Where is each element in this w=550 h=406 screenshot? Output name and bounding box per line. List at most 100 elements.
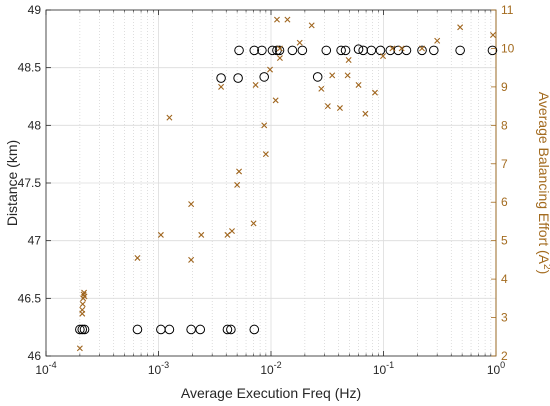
balancing-effort-point <box>329 72 336 79</box>
distance-point <box>366 45 377 56</box>
distance-point <box>249 324 260 335</box>
x-marker-stroke <box>336 105 343 112</box>
balancing-effort-point <box>134 254 141 261</box>
distance-point <box>164 324 175 335</box>
x-marker-stroke <box>276 55 283 62</box>
x-marker-stroke <box>308 22 315 29</box>
balancing-effort-point <box>296 39 303 46</box>
balancing-effort-point <box>79 306 86 313</box>
x-marker-stroke <box>79 301 86 308</box>
y-left-tick-label: 48 <box>28 118 42 132</box>
distance-point <box>267 45 278 56</box>
distance-point <box>257 45 267 56</box>
y-axis-left-title: Distance (km) <box>4 140 20 226</box>
axis-ticks <box>45 9 497 357</box>
x-tick-label: 10-3 <box>148 360 169 377</box>
balancing-effort-point <box>336 105 343 112</box>
x-marker-stroke <box>434 37 441 44</box>
balancing-effort-point <box>76 345 83 352</box>
x-marker-stroke <box>134 254 141 261</box>
distance-point <box>75 324 85 335</box>
balancing-effort-point <box>489 31 496 38</box>
distance-point <box>455 45 465 56</box>
x-marker-stroke <box>324 103 331 110</box>
x-marker-stroke <box>398 45 405 52</box>
balancing-effort-point <box>318 85 325 92</box>
x-marker-stroke <box>296 39 303 46</box>
x-marker-stroke <box>276 45 283 52</box>
balancing-effort-point <box>218 83 225 90</box>
y-axis-right-title-suffix: ) <box>536 270 550 275</box>
x-marker-stroke <box>380 53 386 60</box>
balancing-effort-point <box>188 256 195 263</box>
distance-point <box>233 73 243 83</box>
distance-point <box>353 44 364 55</box>
x-marker-stroke <box>457 24 464 31</box>
x-marker-stroke <box>355 81 362 88</box>
distance-point <box>274 45 285 56</box>
balancing-effort-point <box>380 53 386 60</box>
x-tick-label: 10-2 <box>260 360 281 377</box>
x-marker-stroke <box>371 89 378 96</box>
y-right-tick-label: 8 <box>501 118 508 132</box>
balancing-effort-point <box>234 181 241 188</box>
x-marker-stroke <box>166 114 173 121</box>
x-marker-stroke <box>261 122 268 129</box>
y-right-tick-label: 5 <box>501 234 508 248</box>
y-axis-right-title: Average Balancing Effort (A2) <box>536 92 550 275</box>
x-tick-label: 10-1 <box>373 360 394 377</box>
x-marker-stroke <box>188 201 195 208</box>
y-right-tick-label: 9 <box>501 80 508 94</box>
data-marks <box>75 16 498 352</box>
x-marker-stroke <box>188 256 195 263</box>
balancing-effort-point <box>457 24 464 31</box>
x-marker-stroke <box>419 45 426 52</box>
y-right-tick-label: 2 <box>501 349 508 363</box>
y-axis-right-title-main: Average Balancing Effort (A <box>536 92 550 265</box>
y-right-tick-label: 3 <box>501 311 508 325</box>
distance-point <box>132 324 143 335</box>
x-marker-stroke <box>329 72 336 79</box>
distance-point <box>340 45 351 56</box>
x-marker-stroke <box>81 293 88 300</box>
distance-point <box>321 45 332 56</box>
balancing-effort-point <box>198 231 205 238</box>
balancing-effort-point <box>273 16 280 23</box>
x-marker-stroke <box>228 228 235 235</box>
balancing-effort-point <box>355 81 362 88</box>
x-tick-label-base: 10 <box>35 363 49 377</box>
x-tick-label-base: 10 <box>373 363 387 377</box>
x-marker-stroke <box>252 81 259 88</box>
distance-point <box>417 45 427 56</box>
x-marker-stroke <box>80 291 87 298</box>
x-marker-stroke <box>236 168 243 175</box>
tick-labels: 10-4 10-3 10-2 10-1 1004646.54747.54848.5492… <box>18 3 515 377</box>
distance-point <box>429 45 439 56</box>
distance-point <box>287 45 298 56</box>
x-marker-stroke <box>272 97 279 104</box>
distance-point <box>401 45 412 56</box>
balancing-effort-point <box>276 45 283 52</box>
balancing-effort-point <box>434 37 441 44</box>
distance-point <box>79 324 90 335</box>
x-tick-label-exponent: -3 <box>161 360 169 370</box>
balancing-effort-point <box>398 45 405 52</box>
balancing-effort-point <box>272 97 279 104</box>
balancing-effort-point <box>188 201 195 208</box>
distance-point <box>222 324 233 335</box>
balancing-effort-point <box>252 81 259 88</box>
x-marker-stroke <box>198 231 205 238</box>
x-marker-stroke <box>273 16 280 23</box>
balancing-effort-point <box>344 72 351 79</box>
balancing-effort-point <box>228 228 235 235</box>
x-marker-stroke <box>284 16 291 23</box>
y-axis-right-title-sup: 2 <box>541 264 550 270</box>
balancing-effort-point <box>308 22 315 29</box>
x-marker-stroke <box>218 83 225 90</box>
y-left-tick-label: 49 <box>28 3 42 17</box>
distance-point <box>375 45 386 56</box>
distance-point <box>259 72 269 82</box>
balancing-effort-point <box>284 16 291 23</box>
x-marker-stroke <box>318 85 325 92</box>
